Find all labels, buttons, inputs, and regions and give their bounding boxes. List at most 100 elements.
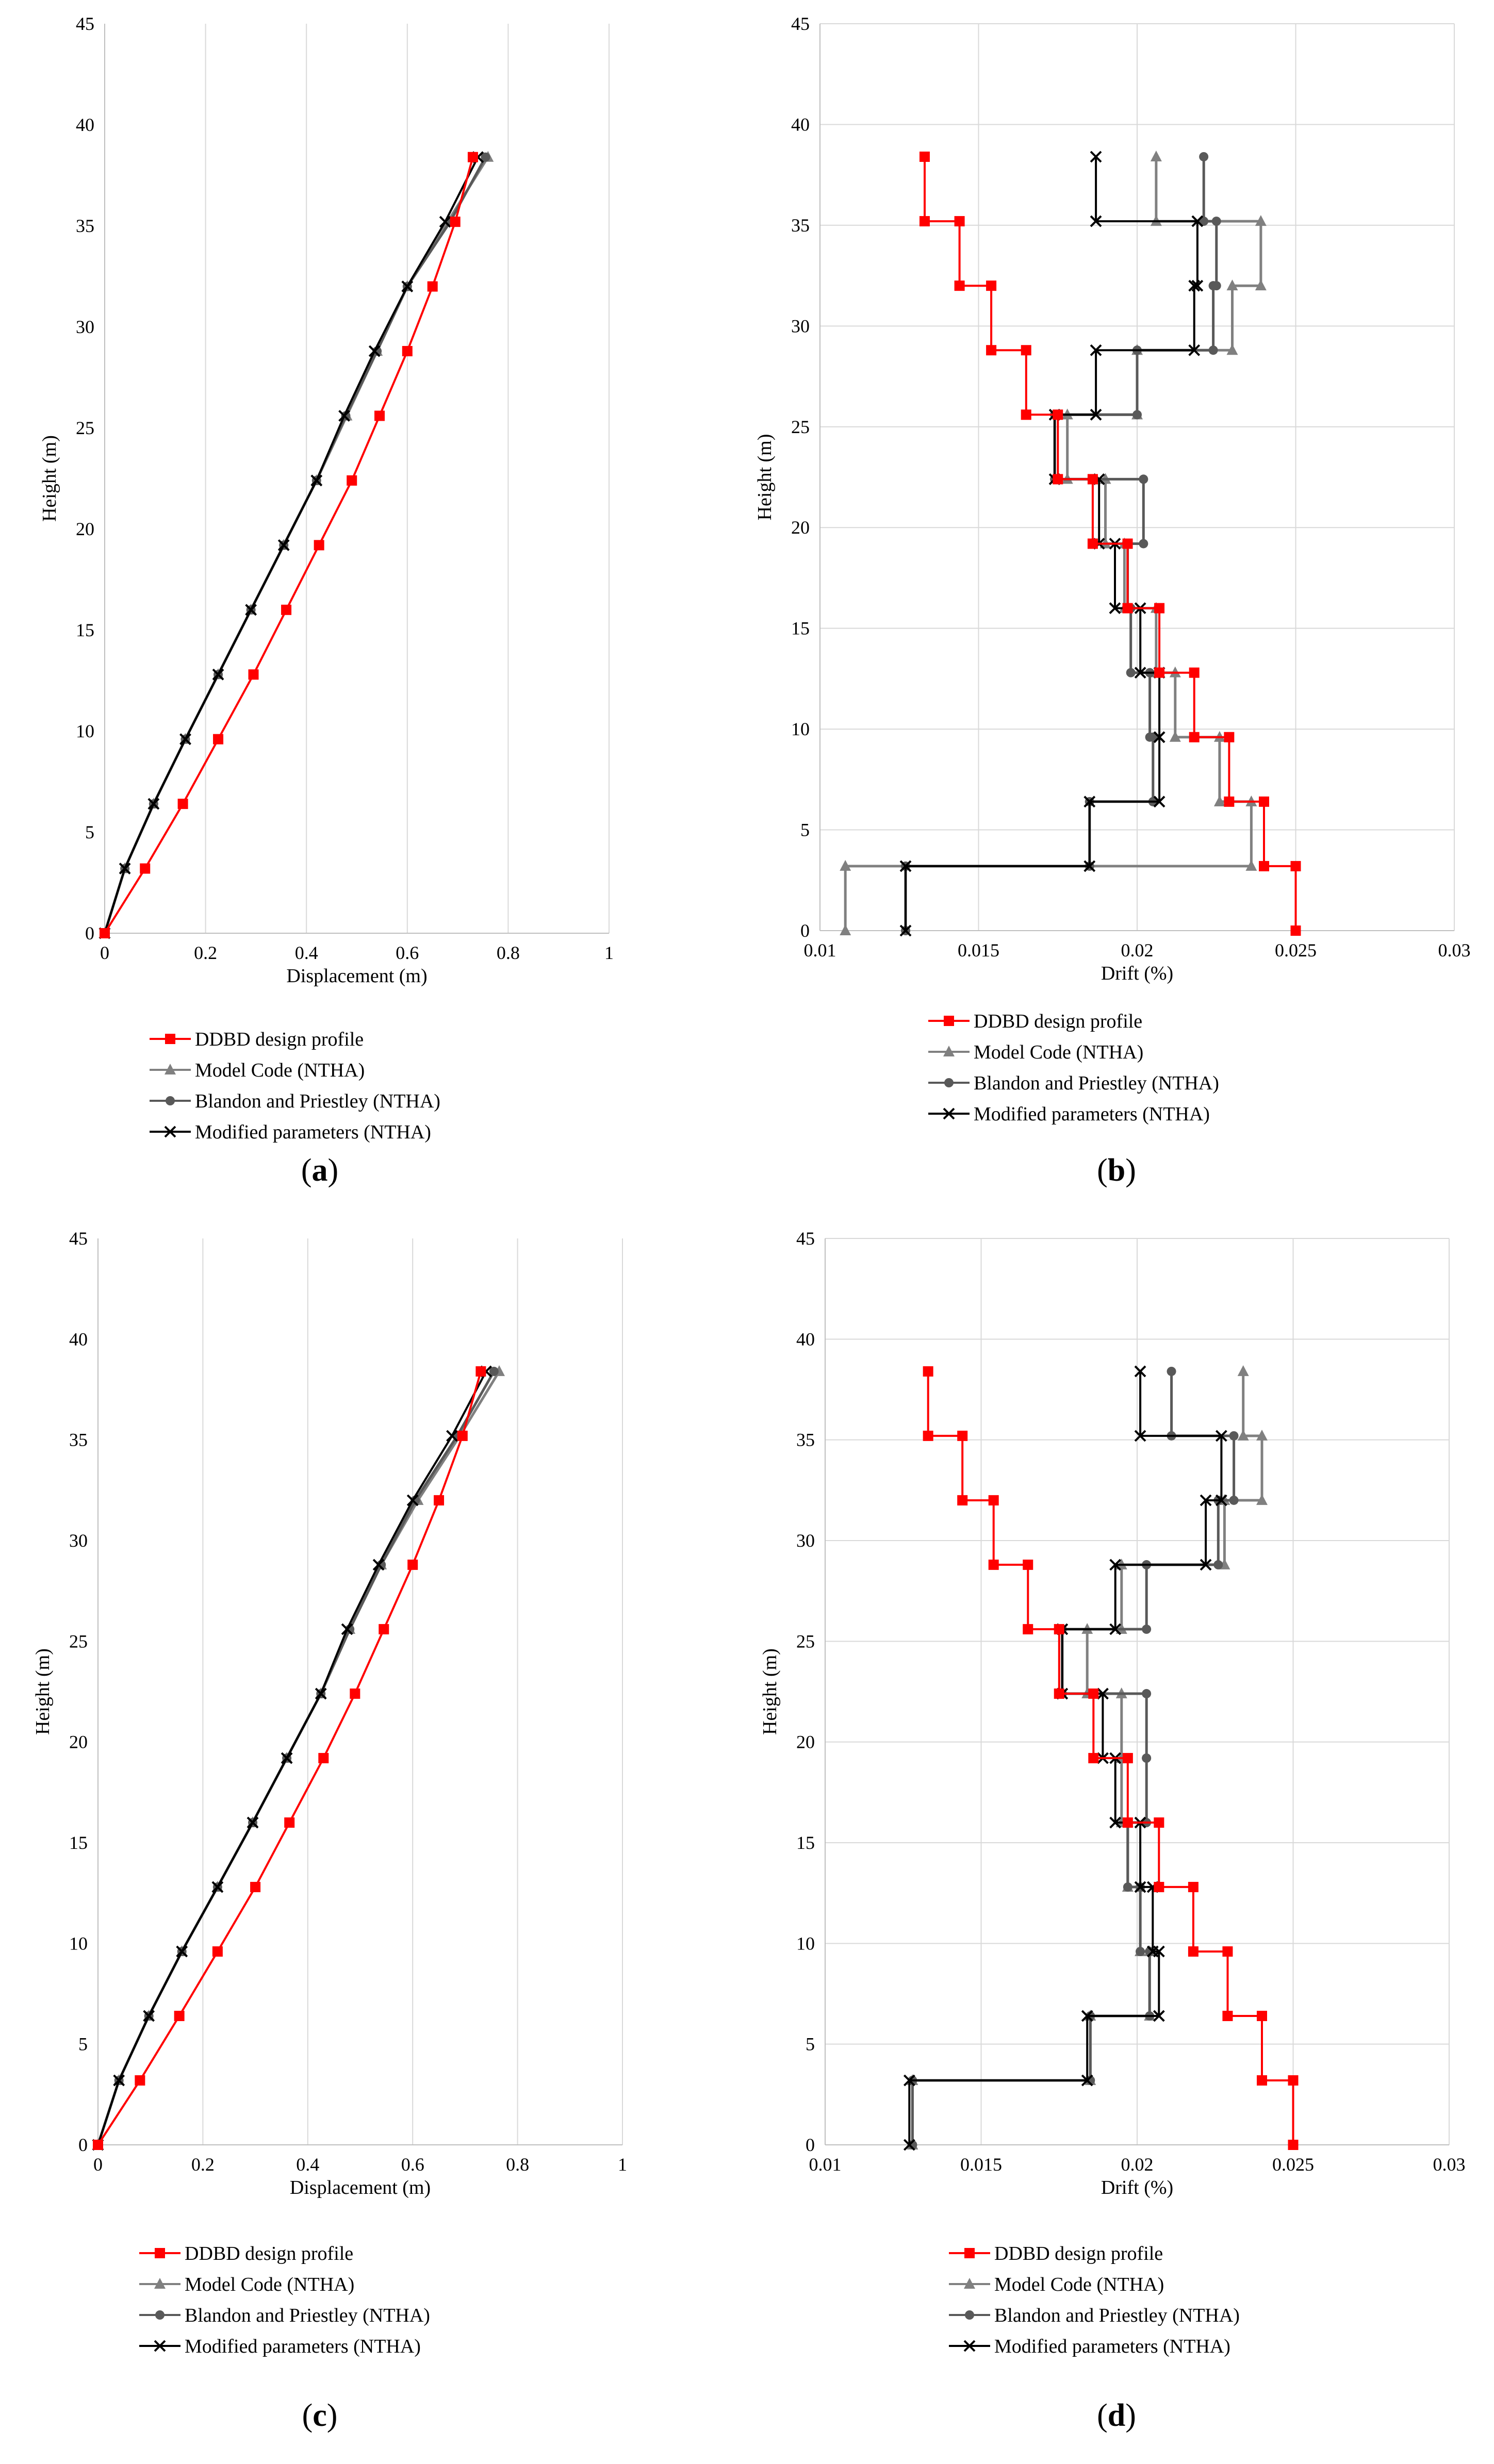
data-point [1200, 1494, 1212, 1507]
x-tick-label: 0.4 [295, 942, 318, 963]
legend: DDBD design profile Model Code (NTHA) Blan… [949, 2243, 1240, 2357]
data-point [1215, 1430, 1227, 1442]
data-point-b [899, 924, 912, 937]
data-point-b [406, 1494, 419, 1507]
data-point-b [446, 1430, 458, 1442]
data-point [903, 2139, 915, 2151]
data-point [1134, 1881, 1146, 1893]
data-point-b [315, 1688, 327, 1700]
gridlines [205, 24, 610, 933]
data-point-b [439, 216, 451, 228]
caption-letter: c [313, 2398, 327, 2433]
data-point [1224, 796, 1235, 807]
data-point [1109, 1816, 1122, 1829]
data-point [140, 863, 151, 874]
data-point [119, 863, 131, 874]
data-point-b [1109, 602, 1121, 614]
data-point [1237, 1429, 1249, 1441]
legend-item-blandon: Blandon and Priestley (NTHA) [928, 1072, 1219, 1094]
data-point [1167, 1366, 1176, 1376]
data-point [1088, 1688, 1099, 1699]
data-point [406, 1494, 419, 1507]
series-line-ddbd [924, 157, 1297, 931]
data-point [434, 1495, 445, 1506]
legend-label: Modified parameters (NTHA) [195, 1121, 431, 1143]
data-point-b [1191, 215, 1204, 227]
data-point-b [1134, 667, 1146, 679]
data-point [1053, 409, 1063, 420]
data-point [957, 1430, 968, 1441]
data-point [1122, 1817, 1133, 1828]
data-point [1229, 1431, 1239, 1441]
legend-marker [154, 2278, 166, 2289]
data-point [350, 1688, 360, 1699]
data-point [1090, 408, 1102, 421]
data-point [1255, 215, 1267, 226]
data-point [113, 2074, 125, 2087]
data-point [245, 604, 257, 616]
y-tick-label: 40 [69, 1329, 88, 1349]
y-tick-label: 0 [806, 2135, 815, 2155]
data-point-b [368, 345, 381, 357]
legend-item-ddbd: DDBD design profile [949, 2243, 1163, 2264]
legend-marker [165, 1064, 176, 1074]
data-point [1142, 1753, 1152, 1763]
data-point-b [247, 1816, 259, 1829]
series-model_code [92, 1365, 505, 2149]
panel-caption: (d) [1097, 2398, 1136, 2433]
data-point [1053, 474, 1063, 485]
data-point-b [1200, 1559, 1212, 1571]
data-point [1245, 859, 1257, 871]
data-point [1054, 1688, 1064, 1699]
data-point [1139, 474, 1148, 484]
data-point [1134, 667, 1146, 679]
x-axis-title: Drift (%) [1101, 963, 1173, 984]
data-point-b [310, 474, 323, 487]
data-point [281, 1752, 293, 1764]
data-point [1226, 279, 1238, 291]
data-point [954, 216, 965, 227]
data-point [899, 860, 912, 872]
data-point-b [1083, 860, 1096, 872]
data-point-b [1153, 731, 1165, 743]
data-point [1150, 150, 1162, 161]
data-point-b [338, 410, 350, 422]
y-tick-label: 25 [796, 1631, 815, 1651]
x-tick-label: 0.2 [194, 942, 217, 963]
series-ddbd [100, 152, 478, 938]
data-point-b [1090, 408, 1102, 421]
data-point [1122, 1752, 1133, 1763]
data-point [1081, 2074, 1093, 2087]
data-point [957, 1495, 968, 1506]
data-point [1145, 732, 1155, 742]
data-point [1134, 1430, 1146, 1442]
legend-marker [166, 1096, 175, 1105]
x-tick-label: 0 [93, 2154, 103, 2175]
y-axis-title: Height (m) [39, 435, 60, 522]
data-point [1229, 1495, 1239, 1505]
legend-item-modified: Modified parameters (NTHA) [139, 2336, 421, 2357]
series-modified [92, 1365, 492, 2151]
data-point [919, 216, 930, 227]
data-point-b [1109, 1559, 1122, 1571]
panel-caption: (b) [1097, 1153, 1136, 1188]
data-point [1259, 796, 1269, 807]
data-point [988, 1495, 999, 1506]
legend-label: DDBD design profile [994, 2243, 1163, 2264]
data-point [1200, 1559, 1212, 1571]
data-point [1226, 344, 1238, 355]
y-tick-label: 0 [78, 2135, 88, 2155]
legend-item-blandon: Blandon and Priestley (NTHA) [949, 2305, 1240, 2326]
data-point-b [119, 863, 131, 874]
data-point [401, 280, 414, 293]
series-blandon [93, 1366, 499, 2149]
data-point [1211, 281, 1221, 291]
x-tick-label: 0.6 [396, 942, 419, 963]
y-axis-title: Height (m) [754, 434, 776, 521]
data-point-b [1215, 1430, 1227, 1442]
series-blandon [901, 152, 1221, 935]
series-ddbd [93, 1366, 486, 2150]
chart-panel-d: 0 5 10 15 20 25 30 35 40 45 0.01 0.015 0.02 0.025 0.03… [759, 1228, 1466, 2433]
chart-panel-c: 0 5 10 15 20 25 30 35 40 45 0 0.2 0.4 0.6 0.8 1 Displace… [32, 1228, 627, 2433]
data-point [212, 668, 224, 681]
